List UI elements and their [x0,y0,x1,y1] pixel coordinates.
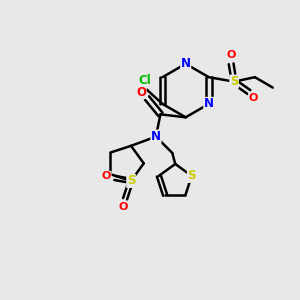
Text: O: O [226,50,236,61]
Text: O: O [249,93,258,103]
Text: S: S [188,169,196,182]
Text: O: O [102,171,111,182]
Text: O: O [136,85,146,98]
Text: S: S [127,174,135,188]
Text: Cl: Cl [138,74,151,87]
Text: S: S [230,75,238,88]
Text: N: N [204,98,214,110]
Text: O: O [119,202,128,212]
Text: N: N [181,57,191,70]
Text: N: N [151,130,161,143]
